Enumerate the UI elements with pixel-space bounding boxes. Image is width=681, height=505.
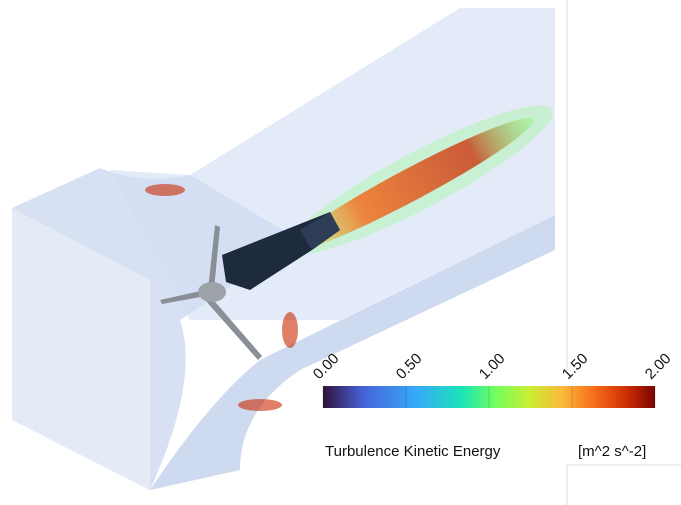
colorbar-label: Turbulence Kinetic Energy xyxy=(325,443,501,460)
tick-label: 1.00 xyxy=(476,350,509,383)
colorbar: Turbulence Kinetic Energy [m^2 s^-2] 0.0… xyxy=(310,350,675,460)
tick-label: 2.00 xyxy=(642,350,675,383)
tick-label: 0.50 xyxy=(393,350,426,383)
colorbar-unit: [m^2 s^-2] xyxy=(578,443,646,460)
scene: Turbulence Kinetic Energy [m^2 s^-2] 0.0… xyxy=(0,0,681,505)
tick-label: 1.50 xyxy=(559,350,592,383)
